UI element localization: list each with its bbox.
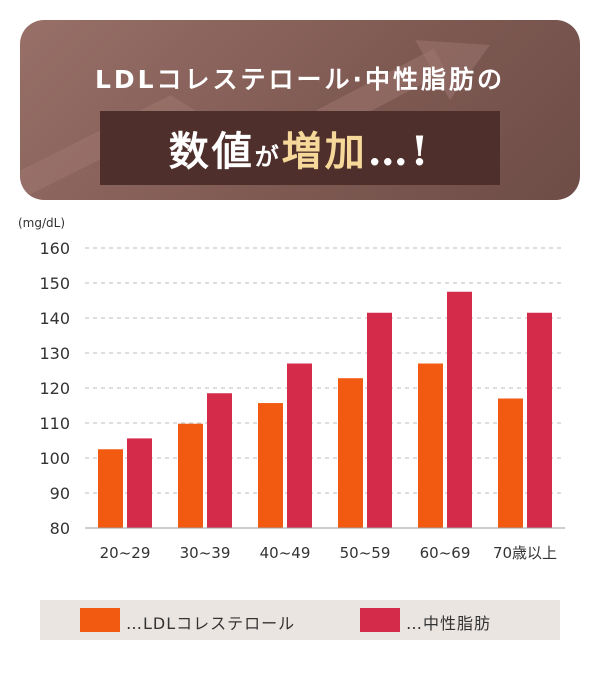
y-tick-label: 130 <box>39 344 70 363</box>
bar-ldl <box>418 363 443 528</box>
y-tick-label: 90 <box>50 484 70 503</box>
y-tick-label: 110 <box>39 414 70 433</box>
banner-word-1: が <box>254 142 282 171</box>
x-tick-label: 60~69 <box>420 544 471 562</box>
x-tick-label: 20~29 <box>100 544 151 562</box>
legend-label-0: …LDLコレステロール <box>126 614 296 633</box>
bar-triglyceride <box>287 363 312 528</box>
legend-swatch-0 <box>80 608 120 632</box>
banner-word-2: 増加 <box>281 128 368 175</box>
y-tick-label: 80 <box>50 519 70 538</box>
banner-word-3: …! <box>367 128 432 175</box>
bar-triglyceride <box>127 438 152 528</box>
banner-emphasis-text: 数値が増加…! <box>169 119 432 177</box>
y-tick-label: 150 <box>39 274 70 293</box>
bar-chart: (mg/dL) 80 90 100 110 120 130 140 150 160 20~29 30~… <box>18 216 565 562</box>
y-tick-label: 160 <box>39 239 70 258</box>
x-tick-label: 50~59 <box>340 544 391 562</box>
bar-triglyceride <box>527 312 552 528</box>
header-banner: LDLコレステロール·中性脂肪の 数値が増加…! <box>20 20 580 200</box>
bar-triglyceride <box>207 393 232 528</box>
legend-label-1: …中性脂肪 <box>406 614 492 633</box>
x-tick-label: 30~39 <box>180 544 231 562</box>
bar-triglyceride <box>447 291 472 528</box>
bar-ldl <box>258 403 283 528</box>
y-axis-unit-label: (mg/dL) <box>18 216 65 230</box>
x-tick-label: 70歳以上 <box>493 544 557 562</box>
bar-ldl <box>338 378 363 528</box>
x-tick-label: 40~49 <box>260 544 311 562</box>
bar-ldl <box>98 449 123 528</box>
legend-swatch-1 <box>360 608 400 632</box>
y-tick-label: 100 <box>39 449 70 468</box>
y-tick-label: 120 <box>39 379 70 398</box>
bar-triglyceride <box>367 312 392 528</box>
banner-headline: LDLコレステロール·中性脂肪の <box>94 65 506 94</box>
chart-legend: …LDLコレステロール …中性脂肪 <box>40 600 560 640</box>
banner-word-0: 数値 <box>168 128 255 175</box>
bar-ldl <box>498 398 523 528</box>
banner-emphasis-box: 数値が増加…! <box>100 111 500 185</box>
y-tick-label: 140 <box>39 309 70 328</box>
bar-ldl <box>178 423 203 528</box>
